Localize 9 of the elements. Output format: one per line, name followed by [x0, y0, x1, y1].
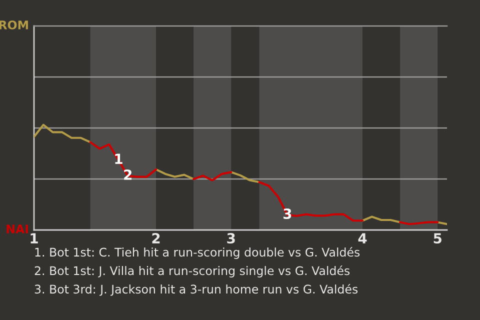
text: 1. Bot 1st: C. Tieh hit a run-scoring double vs G. Valdés — [35, 247, 360, 259]
x-tick-label: 1 — [30, 233, 38, 244]
text: 2. Bot 1st: J. Villa hit a run-scoring single vs G. Valdés — [34, 266, 350, 278]
text: 3. Bot 3rd: J. Jackson hit a 3-run home run vs G. Valdés — [34, 284, 358, 296]
x-tick-label: 2 — [152, 233, 160, 244]
x-tick-label: 5 — [434, 233, 442, 244]
x-tick-label: 4 — [358, 233, 367, 244]
text: NAI — [6, 224, 28, 234]
x-tick-label: 3 — [227, 233, 235, 244]
